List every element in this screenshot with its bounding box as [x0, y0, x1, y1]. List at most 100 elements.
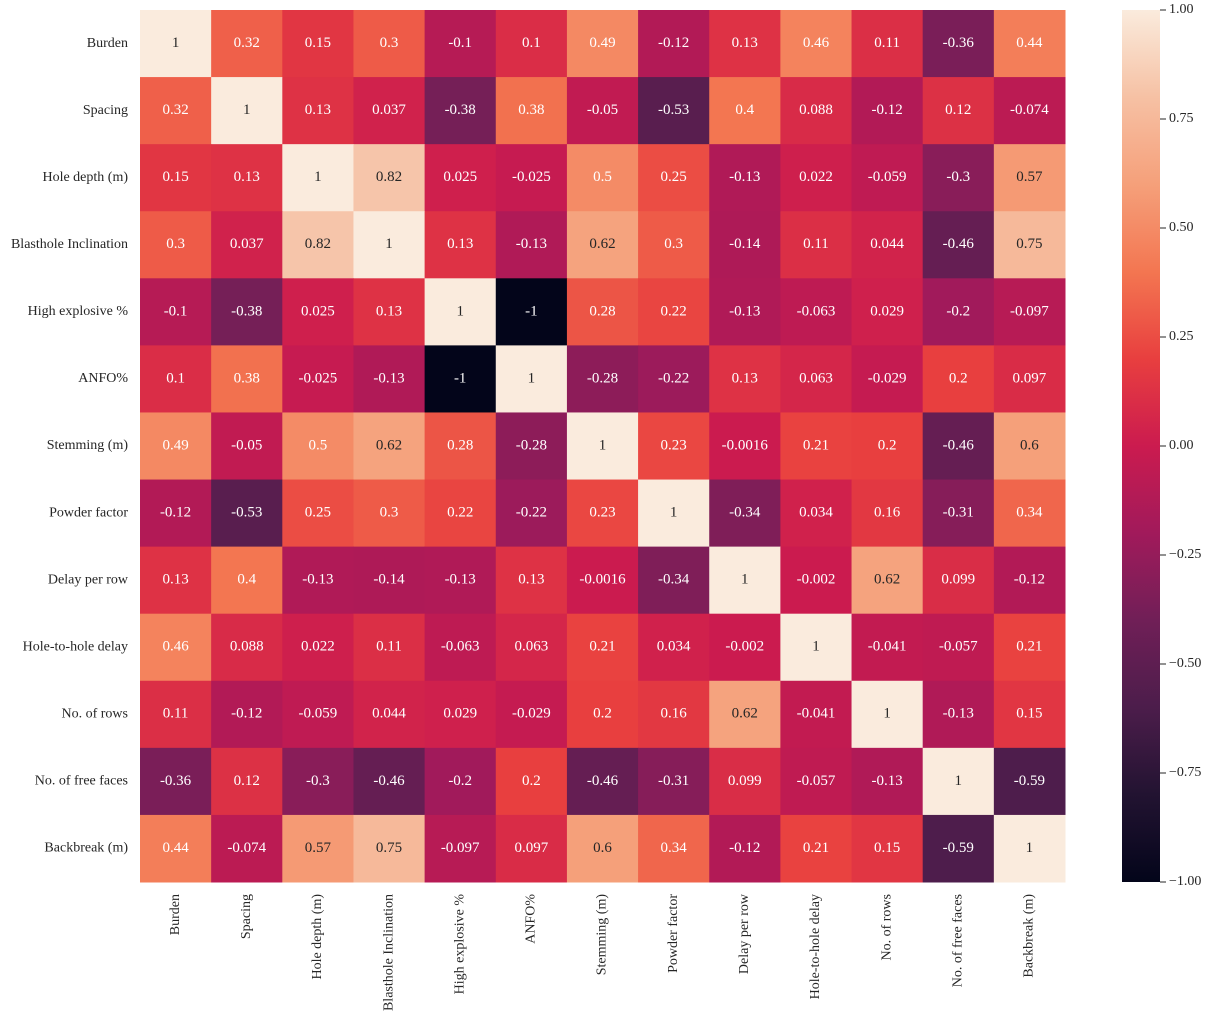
heatmap-cell — [353, 814, 426, 883]
heatmap-cell — [495, 77, 568, 145]
cell-label: 0.82 — [305, 236, 331, 252]
heatmap-cell — [282, 278, 354, 346]
cell-label: 0.11 — [163, 706, 189, 722]
heatmap-cell — [638, 479, 710, 548]
colorbar — [1122, 10, 1160, 882]
cell-label: 0.034 — [657, 639, 691, 655]
heatmap-cell — [282, 77, 354, 145]
colorbar-tick-label: 0.25 — [1169, 329, 1194, 344]
heatmap-cell — [780, 10, 853, 78]
cell-label: -0.12 — [1014, 572, 1045, 588]
heatmap-cell — [993, 546, 1066, 615]
x-tick-label: ANFO% — [524, 894, 539, 944]
cell-label: 0.21 — [589, 639, 615, 655]
cell-label: 0.037 — [230, 236, 264, 252]
cell-label: 0.49 — [589, 35, 615, 51]
cell-label: -0.025 — [512, 169, 551, 185]
colorbar-tick-label: −0.50 — [1169, 656, 1201, 671]
y-tick-label: Backbreak (m) — [44, 841, 128, 856]
heatmap-cell — [993, 680, 1066, 749]
cell-label: -0.13 — [729, 303, 760, 319]
heatmap-cell — [993, 412, 1066, 481]
heatmap-cell — [851, 747, 924, 816]
cell-label: -0.53 — [658, 102, 689, 118]
heatmap-cell — [353, 613, 426, 682]
heatmap-cell — [140, 10, 212, 78]
cell-label: -0.59 — [943, 840, 974, 856]
heatmap-cell — [282, 613, 354, 682]
x-tick-label: Powder factor — [666, 894, 681, 973]
cell-label: -0.097 — [441, 840, 480, 856]
heatmap-cell — [353, 345, 426, 413]
heatmap-cell — [922, 546, 995, 615]
cell-label: 0.15 — [162, 169, 188, 185]
cell-label: 0.22 — [447, 505, 473, 521]
heatmap-cell — [566, 77, 639, 145]
cell-label: -0.2 — [946, 303, 970, 319]
cell-label: -0.38 — [231, 303, 262, 319]
cell-label: 0.32 — [162, 102, 188, 118]
heatmap-cell — [993, 278, 1066, 346]
heatmap-cell — [353, 680, 426, 749]
cell-label: 0.32 — [234, 35, 260, 51]
heatmap-cell — [140, 546, 212, 615]
cell-label: -0.1 — [164, 303, 188, 319]
heatmap-cell — [638, 144, 710, 212]
y-tick-label: ANFO% — [78, 371, 128, 386]
heatmap-cell — [353, 10, 426, 78]
cell-label: 0.3 — [166, 236, 185, 252]
cell-label: -0.38 — [445, 102, 476, 118]
cell-label: -0.12 — [160, 505, 191, 521]
x-tick-label: High explosive % — [452, 894, 467, 995]
cell-label: -0.13 — [302, 572, 333, 588]
x-tick-label: Burden — [168, 894, 183, 935]
cell-label: -0.074 — [227, 840, 266, 856]
heatmap-cell — [709, 412, 781, 481]
heatmap-cell — [140, 814, 212, 883]
heatmap-cell — [424, 144, 497, 212]
cell-label: 0.62 — [589, 236, 615, 252]
heatmap-cell — [424, 345, 497, 413]
cell-label: 0.025 — [443, 169, 477, 185]
heatmap-cell — [922, 479, 995, 548]
cell-label: 0.097 — [514, 840, 548, 856]
heatmap-cell — [566, 10, 639, 78]
y-tick-label: No. of rows — [62, 707, 129, 722]
cell-label: 0.15 — [1016, 706, 1042, 722]
cell-label: 0.15 — [305, 35, 331, 51]
x-tick-label: No. of rows — [879, 894, 894, 961]
heatmap-cell — [709, 613, 781, 682]
cell-label: -0.46 — [943, 236, 975, 252]
cell-label: 0.6 — [593, 840, 612, 856]
heatmap-cell — [638, 412, 710, 481]
cell-label: 0.57 — [305, 840, 332, 856]
heatmap-cell — [282, 747, 354, 816]
heatmap-cell — [709, 546, 781, 615]
heatmap-cell — [211, 10, 283, 78]
heatmap-cell — [424, 412, 497, 481]
heatmap-cell — [495, 546, 568, 615]
cell-label: 0.3 — [380, 35, 399, 51]
heatmap-cell — [353, 747, 426, 816]
heatmap-cell — [851, 412, 924, 481]
heatmap-cell — [140, 77, 212, 145]
cell-label: 0.2 — [593, 706, 612, 722]
heatmap-cell — [140, 345, 212, 413]
cell-label: 0.13 — [732, 370, 758, 386]
heatmap-cell — [922, 680, 995, 749]
colorbar-tick-label: 0.75 — [1169, 111, 1194, 126]
cell-label: 0.15 — [874, 840, 900, 856]
colorbar-tick-label: 1.00 — [1169, 2, 1194, 17]
colorbar-tick-label: −0.25 — [1169, 547, 1201, 562]
heatmap-cell — [211, 613, 283, 682]
cell-label: -0.05 — [587, 102, 618, 118]
heatmap-cell — [424, 479, 497, 548]
cell-label: 0.034 — [799, 505, 833, 521]
cell-label: -0.063 — [441, 639, 480, 655]
x-tick-label: Stemming (m) — [595, 894, 610, 976]
cell-label: -0.36 — [943, 35, 975, 51]
heatmap-cell — [495, 144, 568, 212]
cell-label: 0.097 — [1013, 370, 1047, 386]
cell-label: 0.13 — [234, 169, 260, 185]
cell-label: 1 — [1026, 840, 1034, 856]
